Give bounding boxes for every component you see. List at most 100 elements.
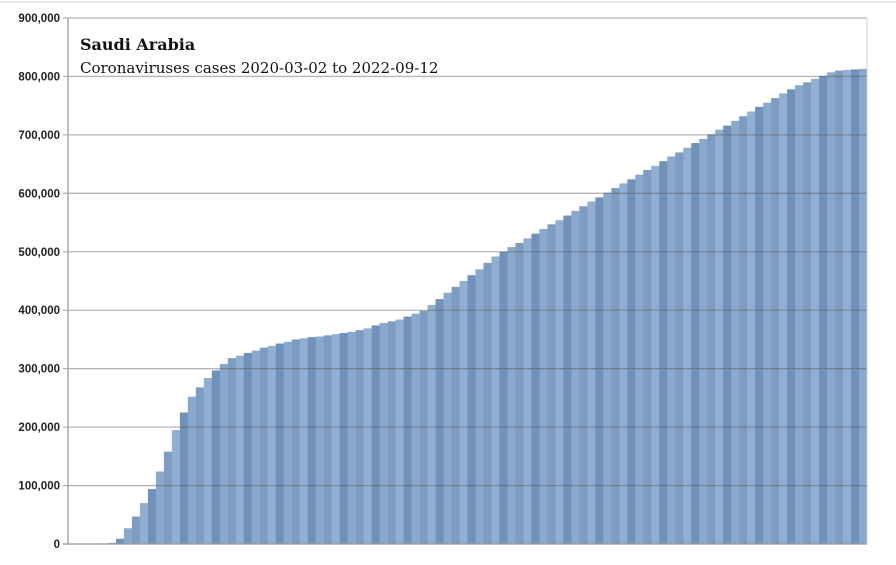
y-tick-label: 800,000 [18,71,60,83]
bar [339,333,348,544]
bar [299,338,308,544]
bar [643,169,652,544]
bar [171,430,181,544]
y-tick-label: 0 [54,539,60,551]
bar [547,224,556,544]
bar [195,387,205,544]
bar [379,323,388,544]
bar [787,89,796,545]
chart-title: Saudi Arabia [80,35,195,54]
bar [147,489,157,544]
bar [347,331,356,544]
bar [859,68,868,544]
bar [187,396,197,544]
bar [771,98,780,544]
bar [443,292,452,544]
bar [707,134,716,545]
bar [371,325,380,544]
bar [683,147,692,544]
bar [179,412,189,544]
bar [259,347,269,544]
y-tick-label: 700,000 [18,130,60,142]
bar [571,210,580,544]
bar [203,378,213,544]
bar [291,339,301,544]
chart-subtitle: Coronaviruses cases 2020-03-02 to 2022-0… [80,59,438,77]
y-tick-label: 900,000 [18,13,60,25]
bar [163,451,173,544]
bars [83,68,868,545]
bar [451,286,460,544]
bar [795,85,804,545]
bar [603,192,612,544]
bar [211,370,221,544]
bar [635,174,644,544]
bar [331,334,340,544]
bar [427,304,436,544]
bar [507,247,516,544]
bar [827,72,836,544]
bar [323,335,332,544]
bar [651,165,660,545]
bar [523,238,532,544]
bar [619,183,628,544]
bar [699,138,708,545]
bar [403,316,412,544]
bar [355,330,364,544]
bar [499,251,508,544]
bar [667,156,676,544]
bar [131,516,141,544]
bar [627,179,636,544]
bar [819,75,828,545]
bar [387,321,396,544]
y-tick-label: 200,000 [18,422,60,434]
bar [723,125,732,544]
bar [811,78,820,544]
bar [835,70,844,544]
y-tick-label: 500,000 [18,247,60,259]
bar [691,143,700,544]
bar [315,336,324,544]
gridlines [63,17,867,545]
bar [611,188,620,544]
bar [251,350,261,544]
bar [595,197,604,545]
bar [227,358,237,544]
bar [411,313,420,544]
bar [459,281,468,544]
bar [235,355,245,544]
bar [275,343,285,544]
bar [531,233,540,544]
bar [675,152,684,545]
bar [763,102,772,545]
y-tick-label: 300,000 [18,364,60,376]
bar [283,341,293,544]
bar [267,345,277,544]
bar [475,269,484,544]
bar [579,206,588,544]
bar [739,116,748,544]
bar [115,538,125,544]
bar [803,82,812,544]
bar [555,220,564,544]
bar [363,328,372,544]
bar [747,111,756,544]
bar [243,352,253,544]
bar [659,161,668,544]
bar [539,228,548,545]
bar [563,215,572,545]
y-tick-label: 600,000 [18,188,60,200]
bar [123,528,133,544]
bar [483,262,492,544]
bar [419,310,428,544]
bar [731,120,740,545]
y-axis: 0 100,000 200,000 300,000 400,000 500,000 600,… [18,13,60,551]
bar [843,70,852,545]
bar [715,129,724,544]
bar [307,337,316,544]
bar [467,275,476,544]
bar [779,93,788,544]
bar [139,503,149,544]
bar [155,471,165,544]
